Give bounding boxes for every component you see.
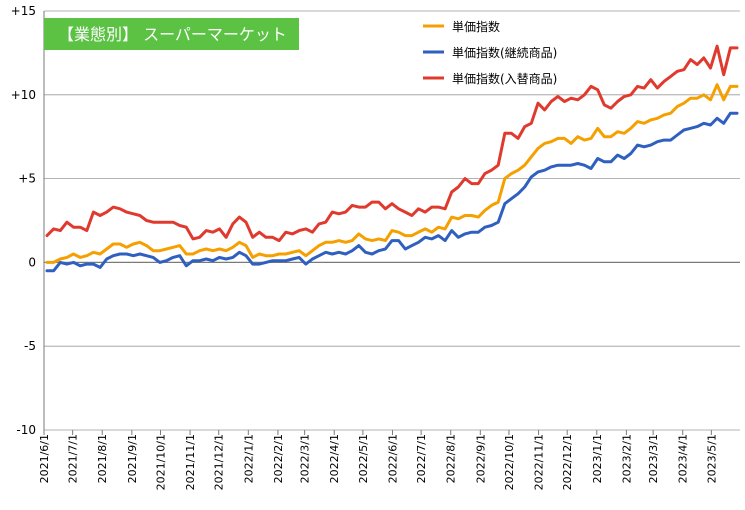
legend: 単価指数 単価指数(継続商品) 単価指数(入替商品) bbox=[423, 19, 557, 86]
x-tick-label: 2022/4/1 bbox=[328, 434, 341, 483]
x-tick-label: 2022/2/1 bbox=[272, 434, 285, 483]
x-tick-label: 2023/1/1 bbox=[591, 434, 604, 483]
x-tick-label: 2022/5/1 bbox=[357, 434, 370, 483]
x-tick-label: 2021/6/1 bbox=[38, 434, 51, 483]
x-tick-label: 2022/10/1 bbox=[503, 434, 516, 490]
x-tick-label: 2023/3/1 bbox=[647, 434, 660, 483]
x-tick-label: 2022/6/1 bbox=[386, 434, 399, 483]
series-line-3 bbox=[45, 44, 739, 243]
x-tick-label: 2021/8/1 bbox=[96, 434, 109, 483]
y-tick-label: +10 bbox=[11, 88, 36, 102]
axes bbox=[43, 11, 712, 435]
x-tick-label: 2023/4/1 bbox=[677, 434, 690, 483]
legend-label: 単価指数(入替商品) bbox=[452, 71, 557, 86]
legend-label: 単価指数(継続商品) bbox=[452, 45, 557, 60]
x-tick-label: 2023/5/1 bbox=[705, 434, 718, 483]
legend-label: 単価指数 bbox=[452, 19, 500, 34]
x-tick-label: 2021/11/1 bbox=[184, 434, 197, 490]
y-tick-label: -10 bbox=[16, 423, 36, 437]
x-tick-label: 2023/2/1 bbox=[620, 434, 633, 483]
x-tick-labels: 2021/6/1 2021/7/1 2021/8/1 2021/9/1 2021/10/… bbox=[38, 434, 718, 490]
x-tick-label: 2022/8/1 bbox=[445, 434, 458, 483]
x-tick-label: 2022/12/1 bbox=[561, 434, 574, 490]
x-tick-label: 2022/1/1 bbox=[242, 434, 255, 483]
legend-item-3: 単価指数(入替商品) bbox=[423, 71, 557, 86]
y-tick-labels: -10 -5 0 +5 +10 +15 bbox=[11, 4, 36, 437]
x-tick-label: 2022/7/1 bbox=[415, 434, 428, 483]
y-tick-label: 0 bbox=[28, 255, 36, 269]
series-line-2 bbox=[45, 111, 739, 273]
x-tick-label: 2021/9/1 bbox=[126, 434, 139, 483]
chart-title: 【業態別】 スーパーマーケット bbox=[58, 25, 287, 44]
y-tick-label: +15 bbox=[11, 4, 36, 18]
x-tick-label: 2022/3/1 bbox=[299, 434, 312, 483]
x-tick-label: 2022/11/1 bbox=[533, 434, 546, 490]
x-tick-label: 2021/10/1 bbox=[154, 434, 167, 490]
y-tick-label: +5 bbox=[18, 172, 36, 186]
y-tick-label: -5 bbox=[24, 339, 36, 353]
x-tick-label: 2021/7/1 bbox=[67, 434, 80, 483]
series-lines bbox=[45, 44, 739, 273]
x-tick-label: 2022/9/1 bbox=[474, 434, 487, 483]
legend-item-1: 単価指数 bbox=[423, 19, 500, 34]
series-line-1 bbox=[45, 83, 739, 264]
x-tick-label: 2021/12/1 bbox=[213, 434, 226, 490]
chart-title-box: 【業態別】 スーパーマーケット bbox=[44, 18, 299, 50]
legend-item-2: 単価指数(継続商品) bbox=[423, 45, 557, 60]
